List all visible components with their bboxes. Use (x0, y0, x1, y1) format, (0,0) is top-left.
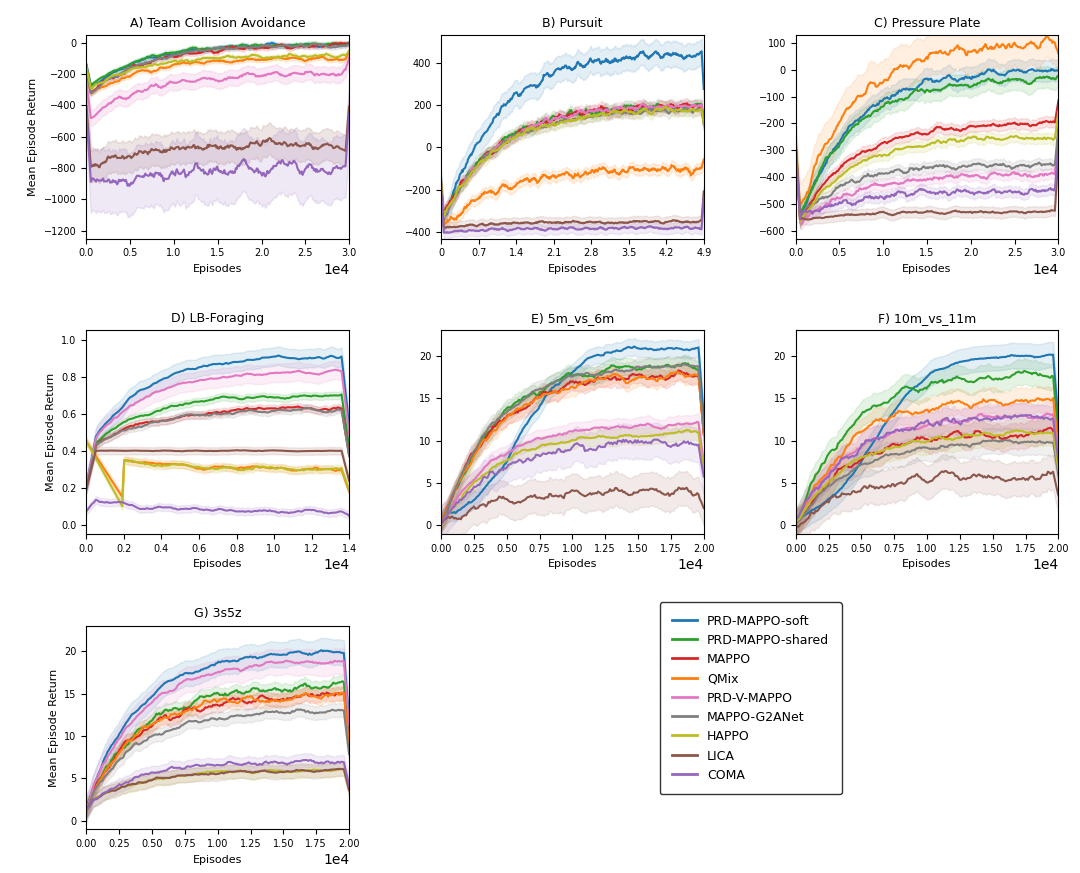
Title: A) Team Collision Avoidance: A) Team Collision Avoidance (130, 17, 306, 30)
Title: E) 5m_vs_6m: E) 5m_vs_6m (530, 312, 615, 325)
X-axis label: Episodes: Episodes (903, 264, 951, 274)
Y-axis label: Mean Episode Return: Mean Episode Return (28, 78, 39, 196)
X-axis label: Episodes: Episodes (193, 560, 242, 569)
Y-axis label: Mean Episode Return: Mean Episode Return (49, 669, 58, 787)
X-axis label: Episodes: Episodes (193, 264, 242, 274)
X-axis label: Episodes: Episodes (548, 264, 597, 274)
Legend: PRD-MAPPO-soft, PRD-MAPPO-shared, MAPPO, QMix, PRD-V-MAPPO, MAPPO-G2ANet, HAPPO,: PRD-MAPPO-soft, PRD-MAPPO-shared, MAPPO,… (660, 602, 841, 794)
X-axis label: Episodes: Episodes (548, 560, 597, 569)
Y-axis label: Mean Episode Return: Mean Episode Return (45, 373, 56, 491)
X-axis label: Episodes: Episodes (903, 560, 951, 569)
Title: C) Pressure Plate: C) Pressure Plate (874, 17, 981, 30)
Title: B) Pursuit: B) Pursuit (542, 17, 603, 30)
X-axis label: Episodes: Episodes (193, 855, 242, 864)
Title: D) LB-Foraging: D) LB-Foraging (172, 312, 265, 325)
Title: F) 10m_vs_11m: F) 10m_vs_11m (878, 312, 976, 325)
Title: G) 3s5z: G) 3s5z (194, 608, 242, 621)
